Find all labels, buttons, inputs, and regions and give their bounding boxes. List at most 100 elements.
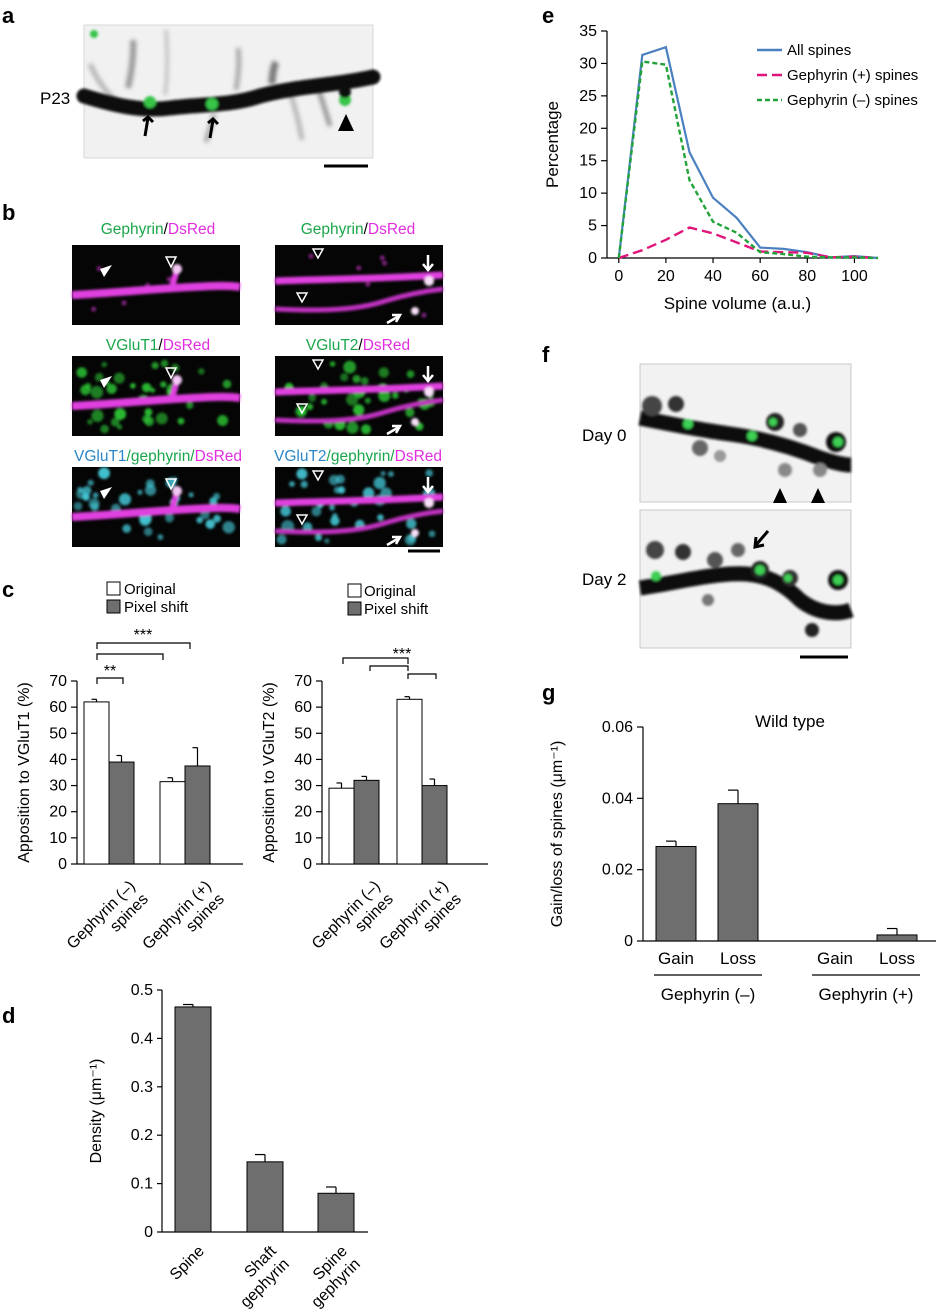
- b-puncta: [196, 516, 203, 524]
- b-puncta: [346, 393, 359, 406]
- b-puncta: [330, 516, 340, 526]
- b-puncta: [144, 408, 153, 417]
- arrowhead-outline-icon: [295, 292, 309, 304]
- c-right-significance: [342, 657, 437, 679]
- b-puncta: [356, 265, 362, 271]
- b-puncta: [406, 370, 415, 378]
- legend-label-3: Gephyrin (–) spines: [787, 92, 918, 109]
- b-puncta: [76, 367, 88, 378]
- b-puncta: [213, 514, 221, 523]
- b-puncta: [321, 398, 328, 405]
- b-puncta: [378, 367, 389, 378]
- bar-pixel-shift: [108, 761, 135, 865]
- bar: [717, 803, 759, 942]
- b-image-2: [274, 245, 444, 325]
- x-tick-label: 80: [798, 268, 816, 285]
- b-spine-head: [424, 276, 434, 286]
- b-puncta: [343, 360, 357, 374]
- legend-label-original: Original: [364, 583, 416, 600]
- y-tick-label: 35: [579, 23, 597, 40]
- b-puncta: [177, 417, 185, 425]
- b-puncta: [186, 401, 194, 410]
- b-puncta: [360, 377, 369, 385]
- bar: [246, 1161, 284, 1233]
- b-puncta: [157, 534, 164, 540]
- arrowhead-outline-icon: [295, 514, 309, 526]
- b-puncta: [113, 372, 125, 384]
- b-label-left-1: Gephyrin/DsRed: [101, 221, 216, 238]
- x-tick-label: 20: [657, 268, 675, 285]
- b-puncta: [373, 476, 386, 490]
- y-tick-label: 70: [294, 673, 312, 690]
- y-tick-label: 0: [624, 933, 633, 950]
- panel-letter-a: a: [2, 3, 15, 28]
- b-puncta: [160, 381, 167, 388]
- b-spine-head: [424, 498, 434, 508]
- arrowhead-icon: [773, 488, 787, 503]
- b-puncta: [101, 361, 108, 368]
- b-puncta: [82, 486, 92, 495]
- b-spine: [169, 494, 179, 510]
- legend-swatch-original: [347, 583, 362, 598]
- b-puncta: [405, 407, 415, 418]
- y-tick-label: 25: [579, 88, 597, 105]
- b-puncta: [151, 361, 159, 370]
- series-line-2: [618, 226, 879, 260]
- arrow-icon: [142, 114, 155, 137]
- b-puncta: [276, 534, 287, 545]
- b-puncta: [217, 415, 229, 426]
- b-puncta: [143, 527, 153, 536]
- y-tick-label: 0.4: [131, 1030, 153, 1047]
- y-tick-label: 50: [49, 725, 67, 742]
- b-image-6: [274, 467, 444, 547]
- b-puncta: [100, 424, 109, 434]
- x-tick-label: 100: [841, 268, 868, 285]
- y-tick-label: 0: [58, 856, 67, 873]
- y-tick-label: 0: [588, 250, 597, 267]
- legend-label-1: All spines: [787, 42, 851, 59]
- b-puncta: [121, 300, 127, 306]
- arrowhead-icon: [338, 114, 354, 131]
- bar-original: [159, 781, 186, 865]
- b-puncta: [87, 479, 94, 486]
- x-axis-label: Spine volume (a.u.): [664, 294, 811, 313]
- b-dendrite: [274, 508, 444, 535]
- b-puncta: [421, 312, 427, 318]
- arrowhead-outline-icon: [311, 359, 325, 371]
- b-dendrite: [274, 493, 444, 507]
- b-puncta: [166, 276, 172, 282]
- b-puncta: [346, 421, 359, 434]
- bar-original: [328, 787, 355, 865]
- bar-pixel-shift: [353, 779, 380, 865]
- b-spine-head: [411, 418, 419, 426]
- b-puncta: [361, 424, 371, 435]
- bar: [655, 845, 697, 942]
- chart-d: 0 0.1 0.2 0.3 0.4 0.5 Spine Shaftgephyrin Spineg…: [88, 982, 368, 1311]
- y-tick-label: 15: [579, 153, 597, 170]
- b-puncta: [188, 492, 194, 498]
- x-category-label: Gephyrin (–)spines: [64, 878, 152, 966]
- b-puncta: [73, 501, 83, 511]
- x-tick-label: 0: [614, 268, 623, 285]
- y-axis-label: Gain/loss of spines (μm⁻¹): [549, 741, 566, 928]
- b-puncta: [137, 489, 143, 495]
- chart-c-right: 0 10 20 30 40 50 60 70 Gephyrin (–)spinesGephyri…: [261, 673, 488, 953]
- y-tick-label: 0.06: [602, 719, 633, 736]
- b-puncta: [428, 530, 436, 538]
- b-label-left-3: VGluT1/gephyrin/DsRed: [74, 448, 242, 465]
- b-puncta: [160, 359, 169, 368]
- arrowhead-icon: [100, 265, 112, 277]
- b-image-4: [274, 356, 444, 436]
- b-puncta: [362, 487, 375, 499]
- chart-e: 0 5 10 15 20 25 30 35 0 20 40 60 80 100 All spines Geph…: [543, 23, 918, 313]
- bar-pixel-shift: [184, 765, 211, 865]
- b-puncta: [106, 383, 117, 394]
- legend-label-2: Gephyrin (+) spines: [787, 67, 918, 84]
- arrowhead-outline-icon: [164, 478, 178, 491]
- b-puncta: [165, 513, 174, 523]
- y-tick-label: 30: [579, 55, 597, 72]
- bar-original: [83, 701, 110, 865]
- panel-letter-c: c: [2, 577, 14, 602]
- arrowhead-outline-icon: [164, 256, 178, 269]
